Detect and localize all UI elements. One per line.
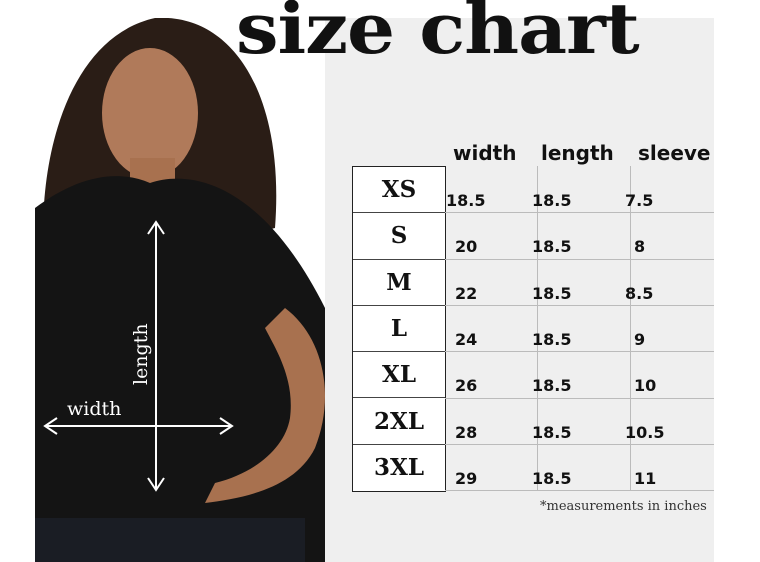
grid-line: [445, 351, 714, 353]
cell-width: 20: [455, 237, 478, 257]
width-label: width: [67, 398, 122, 420]
column-header-sleeve: sleeve: [638, 141, 711, 165]
size-label-m: M: [353, 260, 445, 306]
grid-line: [445, 443, 714, 445]
grid-line: [537, 166, 538, 490]
size-label-xl: XL: [353, 352, 445, 399]
cell-sleeve: 8: [634, 237, 646, 257]
cell-length: 18.5: [532, 468, 572, 488]
grid-line: [445, 397, 714, 399]
size-label-l: L: [353, 306, 445, 353]
cell-width: 28: [455, 422, 478, 442]
measurement-grid: 18.5 18.5 7.5 20 18.5 8 22 18.5 8.5 24 18.5 9 26 18.5…: [445, 166, 714, 492]
grid-line: [445, 490, 714, 492]
grid-line: [630, 166, 631, 490]
column-header-width: width: [453, 141, 517, 165]
cell-width: 24: [455, 329, 478, 349]
size-label-3xl: 3XL: [373, 454, 425, 482]
grid-line: [445, 304, 714, 306]
cell-length: 18.5: [532, 237, 572, 257]
size-label-s: S: [353, 213, 445, 260]
size-column: XS S M L XL 2XL 3XL: [352, 166, 446, 492]
column-header-length: length: [541, 141, 614, 165]
cell-length: 18.5: [532, 329, 572, 349]
cell-width: 22: [455, 283, 478, 303]
length-label: length: [130, 323, 152, 385]
size-label-xs: XS: [353, 167, 445, 214]
measurement-arrows: [43, 220, 234, 492]
model-photo: [35, 18, 325, 562]
cell-sleeve: 10: [634, 376, 657, 396]
cell-length: 18.5: [532, 422, 572, 442]
size-label-2xl: 2XL: [353, 398, 445, 445]
measurement-note: *measurements in inches: [540, 499, 707, 514]
cell-sleeve: 11: [634, 468, 657, 488]
grid-line: [445, 258, 714, 260]
cell-length: 18.5: [532, 376, 572, 396]
cell-sleeve: 10.5: [625, 422, 665, 442]
cell-width: 29: [455, 468, 478, 488]
cell-sleeve: 7.5: [625, 191, 654, 210]
cell-length: 18.5: [532, 191, 572, 210]
cell-width: 26: [455, 376, 478, 396]
cell-sleeve: 9: [634, 329, 646, 349]
cell-length: 18.5: [532, 283, 572, 303]
cell-sleeve: 8.5: [625, 283, 654, 303]
page-title: size chart: [236, 0, 640, 70]
cell-width: 18.5: [446, 191, 486, 210]
grid-line: [445, 212, 714, 214]
